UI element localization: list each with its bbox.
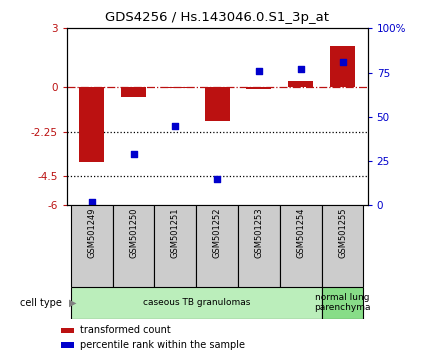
Point bbox=[88, 199, 95, 205]
Text: GSM501249: GSM501249 bbox=[87, 208, 96, 258]
Text: GSM501250: GSM501250 bbox=[129, 208, 138, 258]
Bar bbox=[121, 87, 146, 97]
Bar bbox=[196, 205, 238, 287]
Text: GSM501254: GSM501254 bbox=[296, 208, 305, 258]
Bar bbox=[71, 287, 322, 319]
Bar bbox=[61, 342, 74, 348]
Text: GSM501251: GSM501251 bbox=[171, 208, 180, 258]
Bar bbox=[205, 87, 230, 121]
Bar bbox=[280, 205, 322, 287]
Bar bbox=[154, 205, 196, 287]
Point bbox=[130, 151, 137, 157]
Text: normal lung
parenchyma: normal lung parenchyma bbox=[314, 293, 371, 312]
Bar bbox=[322, 205, 363, 287]
Title: GDS4256 / Hs.143046.0.S1_3p_at: GDS4256 / Hs.143046.0.S1_3p_at bbox=[105, 11, 329, 24]
Text: GSM501253: GSM501253 bbox=[255, 208, 264, 258]
Text: percentile rank within the sample: percentile rank within the sample bbox=[80, 340, 246, 350]
Bar bbox=[71, 205, 113, 287]
Bar bbox=[288, 81, 313, 87]
Bar bbox=[113, 205, 154, 287]
Bar bbox=[61, 327, 74, 333]
Point bbox=[255, 68, 262, 74]
Bar bbox=[322, 287, 363, 319]
Point bbox=[172, 123, 179, 129]
Bar bbox=[238, 205, 280, 287]
Bar bbox=[163, 87, 188, 88]
Point bbox=[297, 66, 304, 72]
Text: cell type: cell type bbox=[21, 298, 62, 308]
Point bbox=[214, 176, 221, 182]
Text: caseous TB granulomas: caseous TB granulomas bbox=[143, 298, 250, 307]
Bar bbox=[79, 87, 104, 162]
Point bbox=[339, 59, 346, 65]
Text: transformed count: transformed count bbox=[80, 325, 171, 336]
Text: GSM501252: GSM501252 bbox=[213, 208, 221, 258]
Text: ▶: ▶ bbox=[69, 298, 76, 308]
Text: GSM501255: GSM501255 bbox=[338, 208, 347, 258]
Bar bbox=[246, 87, 271, 89]
Bar bbox=[330, 46, 355, 87]
